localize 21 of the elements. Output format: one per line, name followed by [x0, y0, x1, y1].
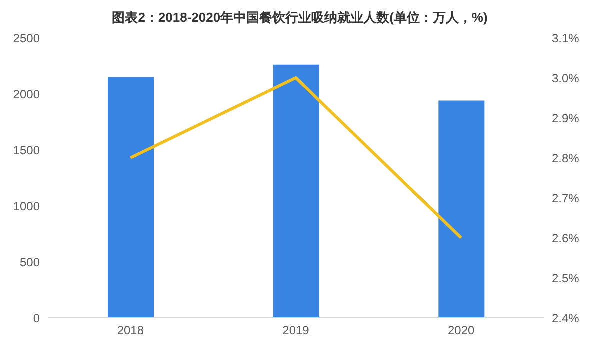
x-tick-label: 2018: [117, 324, 144, 338]
y-tick-label: 0: [33, 311, 40, 326]
bar: [108, 77, 154, 318]
y2-tick-label: 3.0%: [552, 71, 580, 86]
y2-tick-label: 2.8%: [552, 151, 580, 166]
x-tick-label: 2019: [282, 324, 310, 338]
y2-tick-label: 2.9%: [552, 111, 580, 126]
y2-tick-label: 2.5%: [552, 271, 580, 286]
y2-tick-label: 2.4%: [552, 311, 580, 326]
y2-tick-label: 2.7%: [552, 191, 580, 206]
y-tick-label: 500: [20, 255, 40, 270]
bar: [438, 100, 485, 318]
y-tick-label: 1000: [13, 199, 40, 214]
chart-title: 图表2：2018-2020年中国餐饮行业吸纳就业人数(单位：万人，%): [111, 9, 489, 27]
y-tick-label: 1500: [13, 143, 40, 158]
y-tick-label: 2000: [13, 87, 40, 102]
y2-tick-label: 3.1%: [552, 31, 580, 46]
y2-tick-label: 2.6%: [552, 231, 580, 246]
y-tick-label: 2500: [13, 31, 40, 46]
bar: [273, 64, 320, 318]
x-tick-label: 2020: [448, 324, 476, 338]
